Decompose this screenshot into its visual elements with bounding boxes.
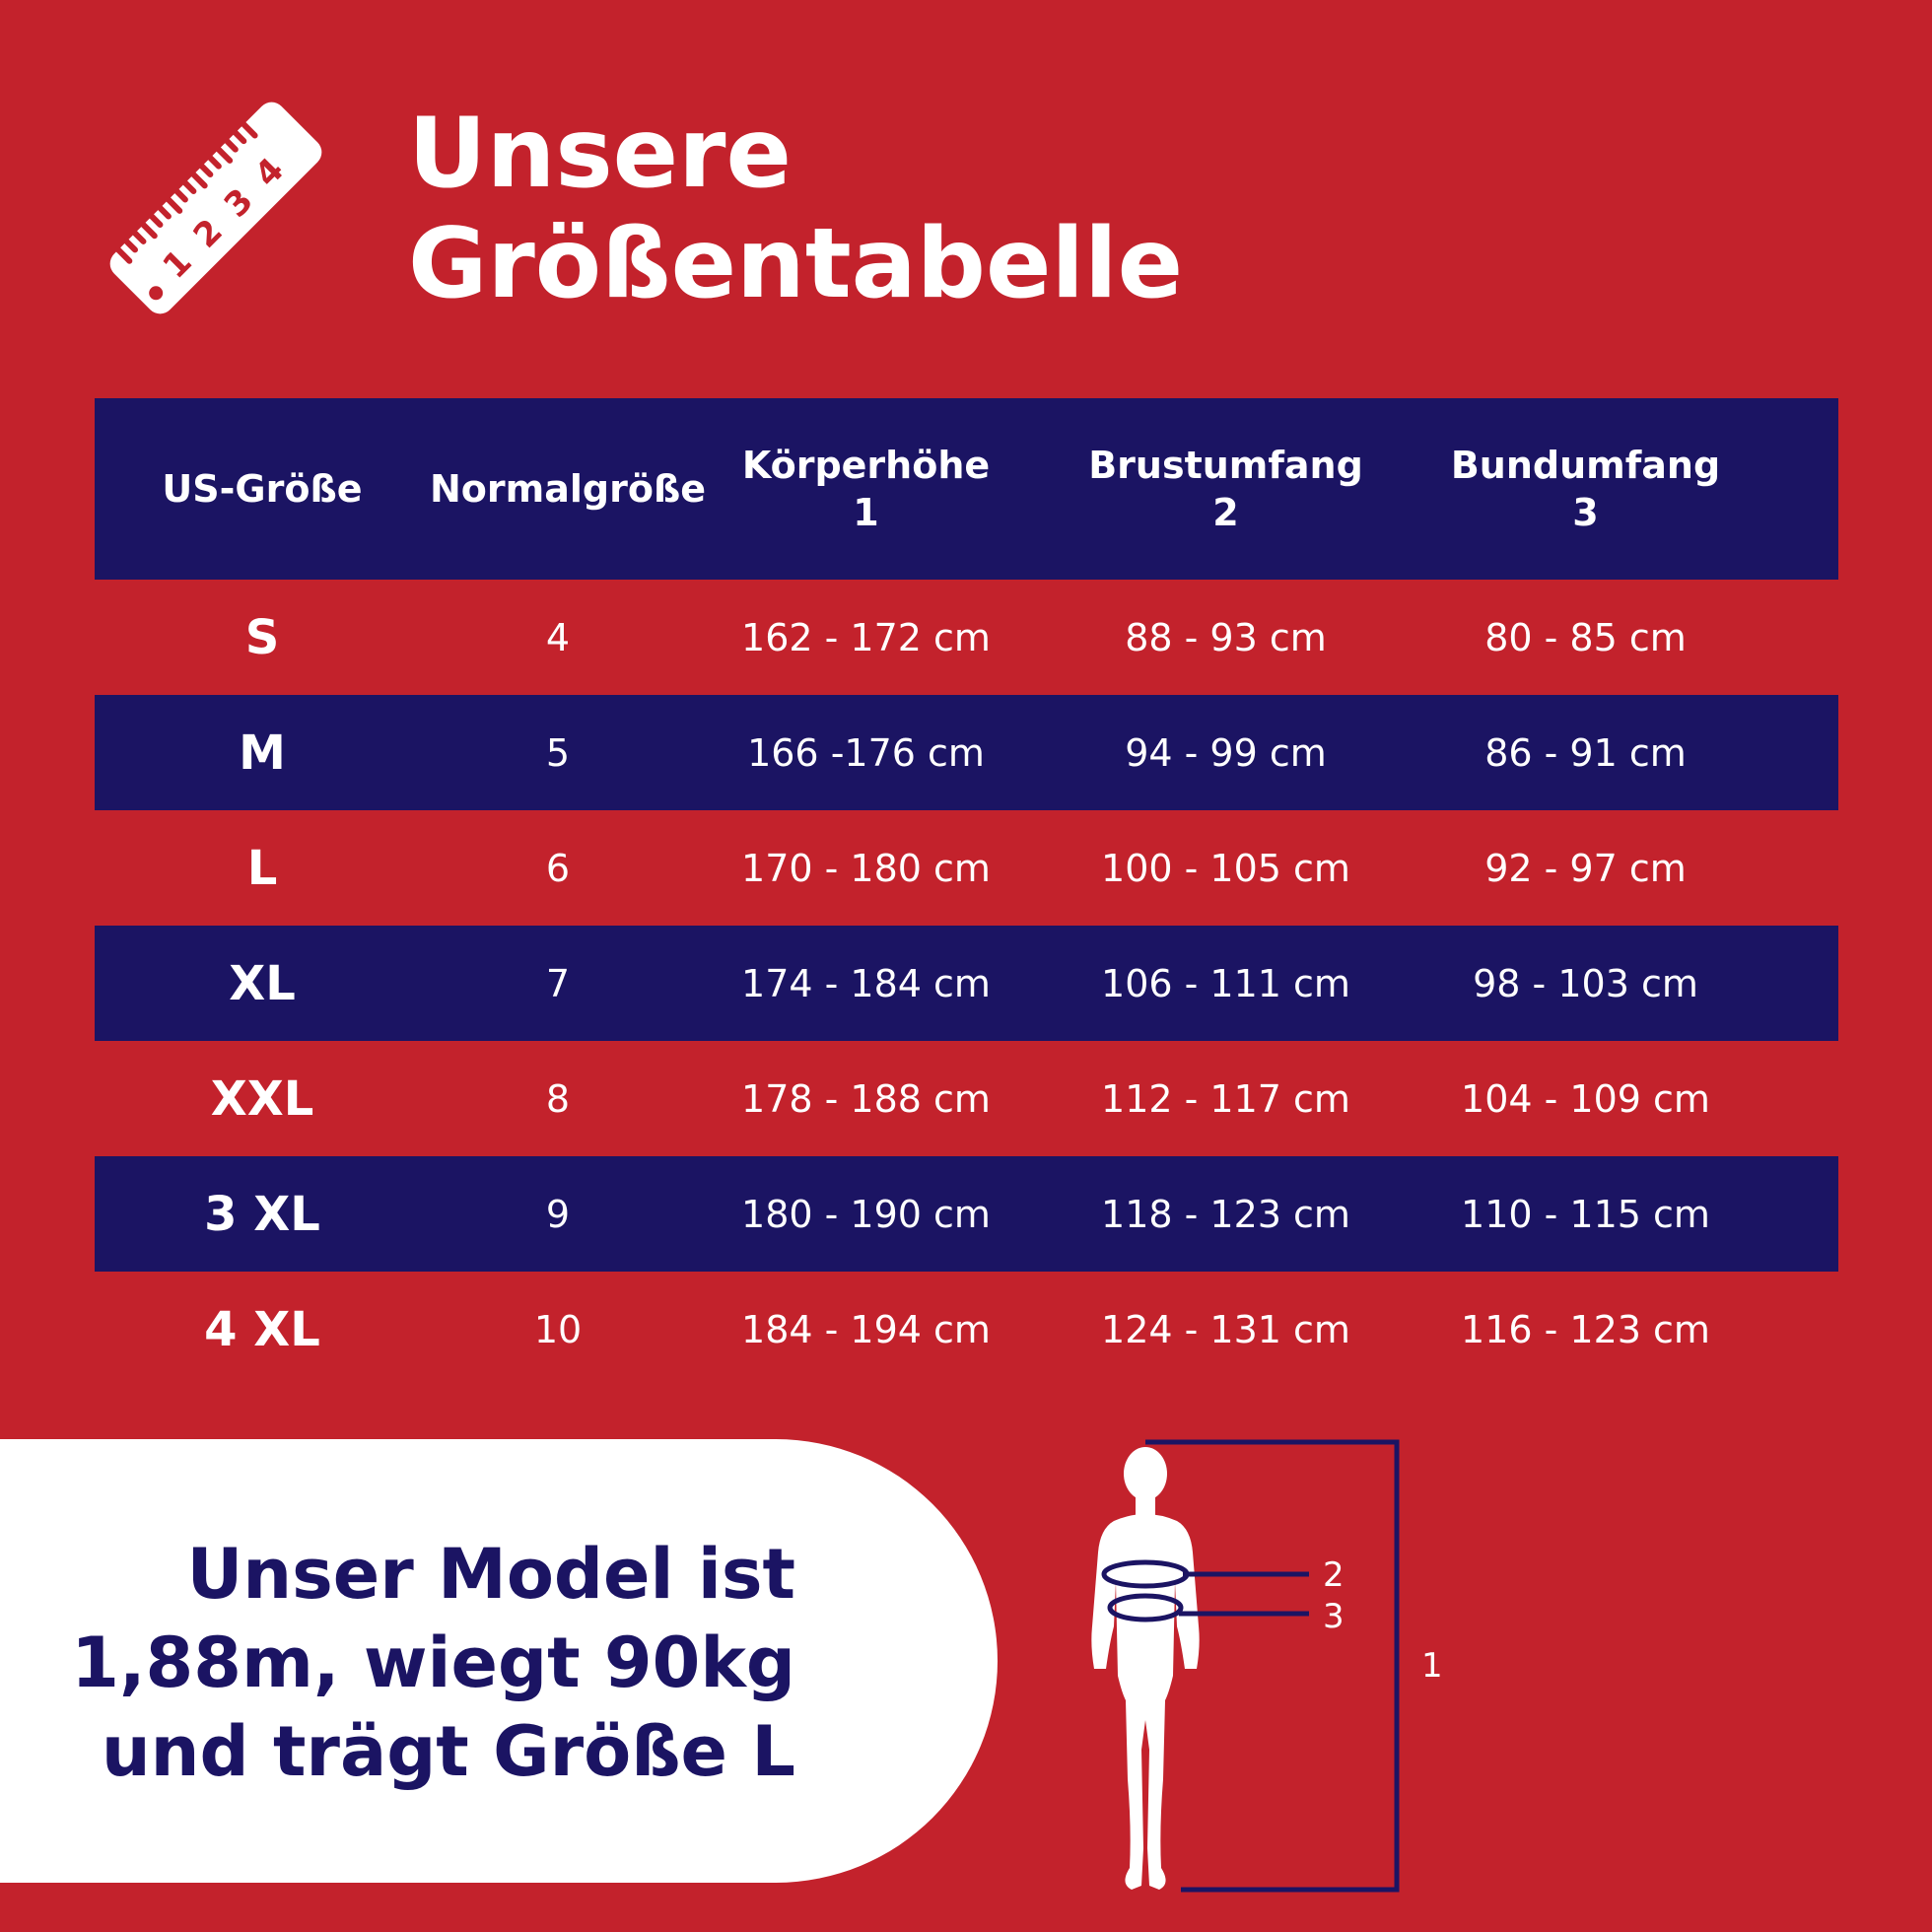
cell-chest: 118 - 123 cm — [1101, 1192, 1350, 1236]
cell-body-height: 174 - 184 cm — [741, 961, 991, 1005]
cell-us-size: XXL — [210, 1070, 314, 1127]
cell-us-size: S — [244, 609, 280, 665]
table-header: US-Größe Normalgröße Körperhöhe 1 Brustu… — [95, 398, 1838, 580]
table-row: S 4 162 - 172 cm 88 - 93 cm 80 - 85 cm — [95, 580, 1838, 695]
table-row: M 5 166 -176 cm 94 - 99 cm 86 - 91 cm — [95, 695, 1838, 810]
size-table: US-Größe Normalgröße Körperhöhe 1 Brustu… — [95, 398, 1838, 1387]
table-row: 4 XL 10 184 - 194 cm 124 - 131 cm 116 - … — [95, 1272, 1838, 1387]
title-line-2: Größentabelle — [408, 208, 1184, 320]
model-info-panel: Unser Model ist 1,88m, wiegt 90kg und tr… — [0, 1439, 998, 1883]
cell-chest: 94 - 99 cm — [1125, 730, 1327, 775]
person-silhouette-icon — [1091, 1447, 1200, 1890]
table-row: XL 7 174 - 184 cm 106 - 111 cm 98 - 103 … — [95, 926, 1838, 1041]
cell-waist: 104 - 109 cm — [1461, 1076, 1710, 1121]
table-row: 3 XL 9 180 - 190 cm 118 - 123 cm 110 - 1… — [95, 1156, 1838, 1272]
cell-us-size: 4 XL — [204, 1301, 320, 1357]
cell-waist: 98 - 103 cm — [1473, 961, 1698, 1005]
body-measurement-figure: 2 3 1 — [1091, 1439, 1443, 1893]
cell-normal-size: 8 — [545, 1076, 571, 1121]
cell-us-size: L — [246, 840, 278, 896]
model-line-1: Unser Model ist — [186, 1534, 795, 1615]
header-normal-size: Normalgröße — [430, 467, 707, 511]
cell-waist: 116 - 123 cm — [1461, 1307, 1710, 1351]
cell-chest: 112 - 117 cm — [1101, 1076, 1350, 1121]
cell-body-height: 184 - 194 cm — [741, 1307, 991, 1351]
cell-body-height: 180 - 190 cm — [741, 1192, 991, 1236]
cell-body-height: 170 - 180 cm — [741, 846, 991, 890]
cell-us-size: XL — [229, 955, 296, 1011]
header-body-height: Körperhöhe 1 — [741, 444, 991, 534]
cell-chest: 124 - 131 cm — [1101, 1307, 1350, 1351]
page-title: Unsere Größentabelle — [408, 99, 1183, 319]
cell-normal-size: 6 — [545, 846, 571, 890]
cell-chest: 100 - 105 cm — [1101, 846, 1350, 890]
cell-body-height: 178 - 188 cm — [741, 1076, 991, 1121]
header-waist: Bundumfang 3 — [1450, 444, 1721, 534]
ruler-icon: 1 2 3 4 — [109, 102, 322, 314]
cell-us-size: M — [239, 724, 286, 781]
chest-label: 2 — [1323, 1555, 1345, 1595]
cell-waist: 86 - 91 cm — [1484, 730, 1687, 775]
header-chest: Brustumfang 2 — [1088, 444, 1363, 534]
cell-waist: 80 - 85 cm — [1484, 615, 1687, 659]
cell-normal-size: 5 — [545, 730, 571, 775]
cell-chest: 106 - 111 cm — [1101, 961, 1350, 1005]
height-bracket — [1145, 1439, 1400, 1893]
title-line-1: Unsere — [408, 98, 792, 210]
cell-body-height: 166 -176 cm — [747, 730, 985, 775]
cell-chest: 88 - 93 cm — [1125, 615, 1327, 659]
cell-normal-size: 4 — [545, 615, 571, 659]
waist-label: 3 — [1323, 1597, 1345, 1636]
cell-body-height: 162 - 172 cm — [741, 615, 991, 659]
cell-normal-size: 10 — [533, 1307, 583, 1351]
height-label: 1 — [1421, 1646, 1443, 1686]
model-line-2: 1,88m, wiegt 90kg — [71, 1622, 795, 1703]
cell-waist: 110 - 115 cm — [1461, 1192, 1710, 1236]
table-row: L 6 170 - 180 cm 100 - 105 cm 92 - 97 cm — [95, 810, 1838, 926]
table-row: XXL 8 178 - 188 cm 112 - 117 cm 104 - 10… — [95, 1041, 1838, 1156]
header-us-size: US-Größe — [162, 467, 363, 511]
cell-us-size: 3 XL — [204, 1186, 320, 1242]
model-line-3: und trägt Größe L — [101, 1711, 795, 1792]
model-info-text: Unser Model ist 1,88m, wiegt 90kg und tr… — [71, 1530, 795, 1796]
cell-waist: 92 - 97 cm — [1484, 846, 1687, 890]
cell-normal-size: 9 — [545, 1192, 571, 1236]
cell-normal-size: 7 — [545, 961, 571, 1005]
waist-band — [1107, 1593, 1184, 1622]
